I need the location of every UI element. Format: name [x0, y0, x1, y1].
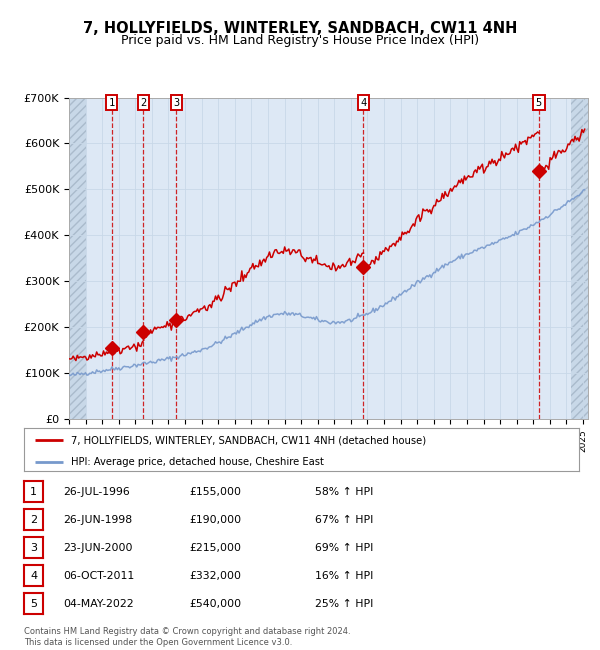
Text: 7, HOLLYFIELDS, WINTERLEY, SANDBACH, CW11 4NH: 7, HOLLYFIELDS, WINTERLEY, SANDBACH, CW1… — [83, 21, 517, 36]
Text: £332,000: £332,000 — [189, 571, 241, 580]
Text: £215,000: £215,000 — [189, 543, 241, 552]
Text: HPI: Average price, detached house, Cheshire East: HPI: Average price, detached house, Ches… — [71, 457, 324, 467]
Text: 16% ↑ HPI: 16% ↑ HPI — [315, 571, 373, 580]
Text: 7, HOLLYFIELDS, WINTERLEY, SANDBACH, CW11 4NH (detached house): 7, HOLLYFIELDS, WINTERLEY, SANDBACH, CW1… — [71, 436, 426, 445]
Text: £155,000: £155,000 — [189, 487, 241, 497]
Text: 26-JUL-1996: 26-JUL-1996 — [63, 487, 130, 497]
Text: 58% ↑ HPI: 58% ↑ HPI — [315, 487, 373, 497]
Text: 04-MAY-2022: 04-MAY-2022 — [63, 599, 134, 608]
Text: 2: 2 — [30, 515, 37, 525]
Text: 06-OCT-2011: 06-OCT-2011 — [63, 571, 134, 580]
Text: 1: 1 — [30, 487, 37, 497]
Text: £190,000: £190,000 — [189, 515, 241, 525]
Text: 5: 5 — [536, 98, 542, 107]
Text: 4: 4 — [30, 571, 37, 580]
Text: 3: 3 — [173, 98, 179, 107]
Text: 69% ↑ HPI: 69% ↑ HPI — [315, 543, 373, 552]
Text: 2: 2 — [140, 98, 146, 107]
Text: Price paid vs. HM Land Registry's House Price Index (HPI): Price paid vs. HM Land Registry's House … — [121, 34, 479, 47]
Bar — [69, 98, 86, 419]
Text: 26-JUN-1998: 26-JUN-1998 — [63, 515, 132, 525]
Text: 3: 3 — [30, 543, 37, 552]
Text: 25% ↑ HPI: 25% ↑ HPI — [315, 599, 373, 608]
Text: 1: 1 — [109, 98, 115, 107]
Text: 4: 4 — [361, 98, 367, 107]
Text: £540,000: £540,000 — [189, 599, 241, 608]
Text: 5: 5 — [30, 599, 37, 608]
Text: Contains HM Land Registry data © Crown copyright and database right 2024.
This d: Contains HM Land Registry data © Crown c… — [24, 627, 350, 647]
Text: 23-JUN-2000: 23-JUN-2000 — [63, 543, 133, 552]
Bar — [571, 98, 596, 419]
Text: 67% ↑ HPI: 67% ↑ HPI — [315, 515, 373, 525]
